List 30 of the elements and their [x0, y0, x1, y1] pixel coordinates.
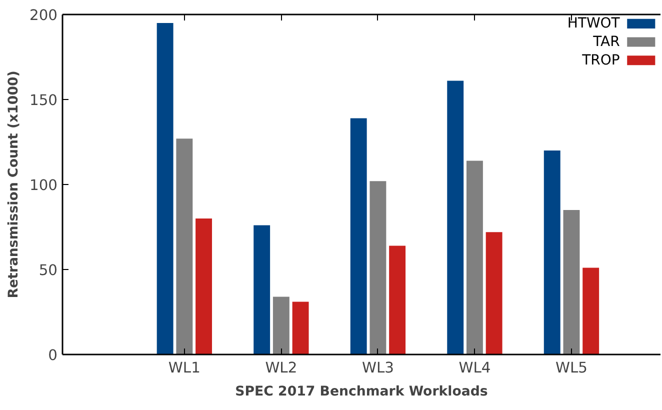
legend-label: TROP	[581, 52, 620, 68]
x-axis-title: SPEC 2017 Benchmark Workloads	[235, 384, 488, 400]
bar	[563, 210, 580, 354]
x-tick-label: WL1	[168, 360, 200, 376]
legend-label: TAR	[592, 34, 620, 50]
y-axis-title: Retransmission Count (x1000)	[6, 70, 22, 298]
y-tick-label: 200	[30, 7, 58, 24]
bar	[350, 118, 367, 354]
bar	[156, 23, 174, 354]
bar	[544, 150, 560, 354]
bar	[176, 138, 193, 354]
x-tick-label: WL2	[265, 360, 298, 376]
bar	[582, 268, 600, 354]
bar	[196, 218, 212, 354]
x-tick-label: WL3	[362, 360, 394, 376]
bar	[292, 302, 309, 354]
y-tick-label: 150	[30, 92, 58, 109]
bar	[389, 246, 406, 354]
bar	[254, 225, 270, 354]
x-tick-label: WL4	[458, 360, 491, 376]
bar	[486, 232, 502, 354]
x-tick-label: WL5	[555, 360, 588, 376]
bar	[466, 160, 483, 354]
y-tick-label: 100	[30, 177, 58, 194]
legend-label: HTWOT	[567, 16, 620, 32]
y-tick-label: 0	[48, 347, 58, 364]
bar	[370, 181, 386, 354]
y-tick-label: 50	[38, 262, 58, 279]
bar	[272, 296, 290, 354]
bar	[447, 80, 464, 354]
